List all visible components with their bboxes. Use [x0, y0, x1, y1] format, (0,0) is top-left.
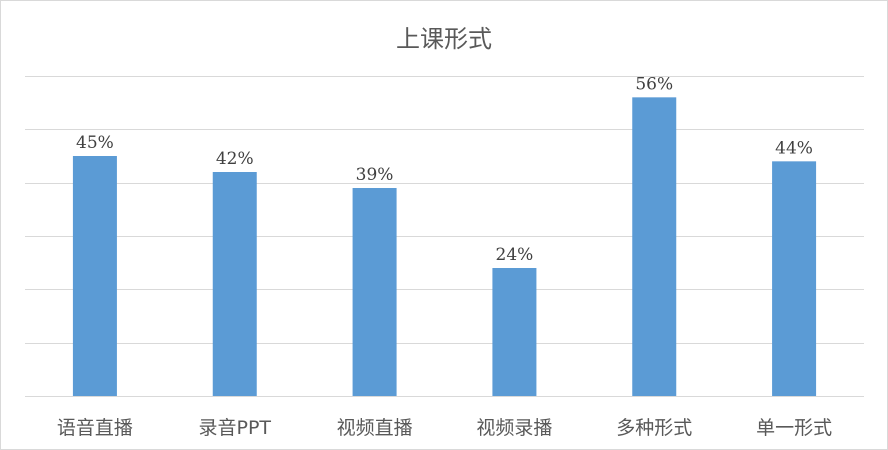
chart-title: 上课形式 [396, 25, 492, 53]
x-tick-label: 语音直播 [57, 417, 133, 439]
bar [632, 97, 677, 396]
x-tick-label: 多种形式 [616, 417, 692, 439]
data-label: 45% [76, 133, 114, 153]
x-tick-label: 录音PPT [198, 417, 271, 439]
category-tick-labels: 语音直播 录音PPT 视频直播 视频录播 多种形式 单一形式 [57, 417, 832, 439]
data-label: 24% [496, 245, 534, 265]
bar [492, 268, 537, 396]
x-tick-label: 视频录播 [476, 417, 552, 439]
bar [212, 172, 257, 396]
data-label: 42% [216, 149, 254, 169]
data-label: 39% [356, 165, 394, 185]
gridlines [25, 76, 864, 344]
x-tick-label: 单一形式 [756, 417, 832, 439]
bar [352, 188, 397, 396]
bar [72, 156, 117, 396]
x-tick-label: 视频直播 [337, 417, 413, 439]
bars [72, 97, 817, 396]
data-labels: 45% 42% 39% 24% 56% 44% [76, 74, 813, 265]
bar [772, 161, 817, 396]
data-label: 44% [775, 138, 813, 158]
data-label: 56% [635, 74, 673, 94]
